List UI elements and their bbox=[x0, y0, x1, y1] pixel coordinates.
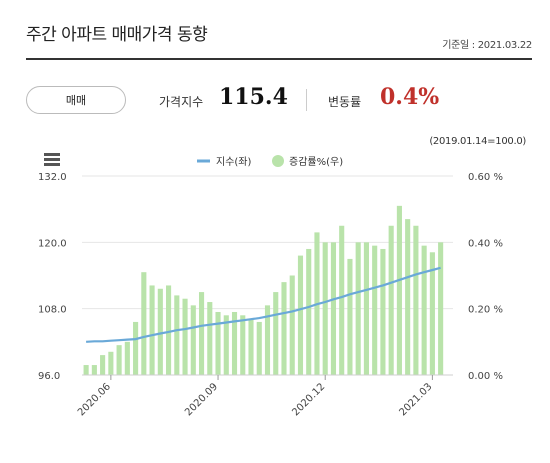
price-trend-card: 주간 아파트 매매가격 동향 기준일 : 2021.03.22 매매 가격지수 … bbox=[10, 0, 540, 463]
bar bbox=[388, 225, 394, 375]
bar bbox=[347, 258, 353, 375]
bar bbox=[116, 345, 122, 375]
bar bbox=[330, 242, 337, 375]
bar bbox=[133, 321, 139, 375]
bar bbox=[264, 305, 271, 375]
price-chart: 지수(좌) 증감률%(우) 96.0 108.0 120.0 132.0 0.00 % 0.2… bbox=[38, 155, 503, 418]
summary-divider bbox=[306, 89, 307, 111]
bar bbox=[100, 355, 106, 375]
legend-bar-swatch bbox=[272, 155, 284, 167]
bar bbox=[429, 252, 435, 375]
bar bbox=[157, 288, 163, 375]
bar bbox=[273, 292, 279, 375]
chart-area: (2019.01.14=100.0) 지수(좌) 증감률%(우) 96.0 108.0… bbox=[10, 128, 550, 463]
x-tick-label: 2020.06 bbox=[76, 381, 113, 418]
legend-label-change: 증감률%(우) bbox=[289, 156, 343, 168]
bar bbox=[91, 365, 97, 375]
hamburger-menu-icon[interactable] bbox=[44, 153, 60, 167]
bar bbox=[405, 219, 411, 375]
summary-row: 매매 가격지수 115.4 변동률 0.4% bbox=[26, 76, 532, 122]
bar bbox=[256, 321, 262, 375]
bar bbox=[141, 272, 147, 375]
bar bbox=[190, 305, 196, 375]
bar bbox=[372, 245, 378, 375]
bar bbox=[281, 282, 287, 375]
bar bbox=[240, 315, 246, 375]
bar bbox=[421, 245, 427, 375]
bar bbox=[198, 292, 205, 375]
y-right-tick-label: 0.60 % bbox=[468, 172, 503, 183]
bar bbox=[83, 365, 89, 375]
bar bbox=[248, 318, 254, 375]
price-index-label: 가격지수 bbox=[159, 95, 204, 109]
bar bbox=[413, 225, 419, 375]
bar bbox=[355, 242, 361, 375]
x-tick-label: 2020.12 bbox=[290, 381, 327, 418]
page-title: 주간 아파트 매매가격 동향 bbox=[26, 25, 208, 45]
bar bbox=[438, 242, 444, 375]
y-right-tick-label: 0.20 % bbox=[468, 305, 503, 316]
bar bbox=[207, 302, 213, 375]
y-left-tick-label: 132.0 bbox=[38, 172, 67, 183]
bar bbox=[149, 285, 155, 375]
y-right-tick-label: 0.00 % bbox=[468, 371, 503, 382]
bar bbox=[231, 311, 238, 375]
bar bbox=[396, 205, 402, 375]
y-left-tick-label: 120.0 bbox=[38, 238, 67, 249]
bar bbox=[289, 275, 295, 375]
bar bbox=[322, 242, 328, 375]
bar bbox=[108, 351, 114, 375]
x-tick-label: 2020.09 bbox=[183, 381, 220, 418]
bar bbox=[124, 341, 130, 375]
title-divider bbox=[26, 58, 532, 60]
bar bbox=[182, 298, 188, 375]
y-left-tick-label: 96.0 bbox=[38, 371, 60, 382]
change-rate-value: 0.4% bbox=[380, 84, 440, 110]
bar bbox=[174, 295, 180, 375]
index-line bbox=[86, 266, 441, 343]
y-right-tick-label: 0.40 % bbox=[468, 238, 503, 249]
bar bbox=[363, 242, 369, 375]
legend-label-index: 지수(좌) bbox=[216, 156, 252, 168]
bar bbox=[339, 225, 345, 375]
trade-type-button[interactable]: 매매 bbox=[26, 86, 126, 114]
bar bbox=[306, 248, 312, 375]
bar bbox=[215, 311, 221, 375]
price-index-value: 115.4 bbox=[219, 84, 288, 110]
x-tick-label: 2021.03 bbox=[397, 381, 434, 418]
bar bbox=[297, 255, 304, 375]
bar bbox=[223, 315, 229, 375]
change-rate-label: 변동률 bbox=[328, 95, 362, 109]
y-left-tick-label: 108.0 bbox=[38, 305, 67, 316]
base-date: 기준일 : 2021.03.22 bbox=[442, 40, 532, 51]
bar bbox=[166, 285, 172, 375]
bar bbox=[380, 248, 386, 375]
chart-base-note: (2019.01.14=100.0) bbox=[429, 136, 526, 147]
